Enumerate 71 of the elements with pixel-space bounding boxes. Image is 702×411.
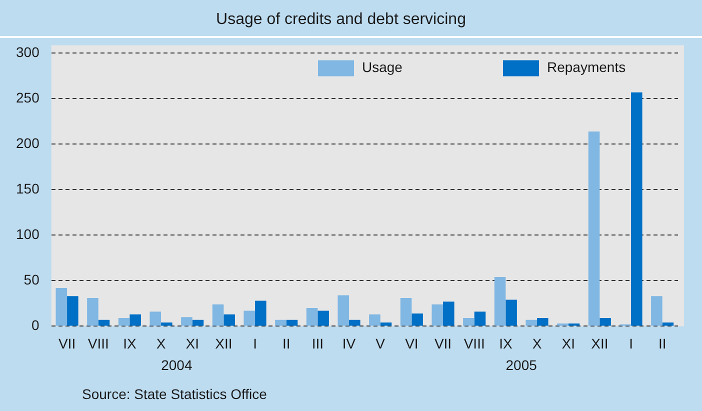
x-tick-label: VII: [58, 335, 76, 352]
y-tick-label: 250: [16, 90, 40, 106]
x-tick-label: IX: [123, 335, 137, 352]
x-tick-label: I: [253, 335, 257, 352]
x-tick-label: XI: [562, 335, 575, 352]
bar: [506, 300, 517, 326]
y-tick-label: 200: [16, 135, 40, 152]
x-tick-label: XII: [215, 335, 232, 352]
bar: [192, 320, 204, 326]
bar: [181, 317, 192, 326]
x-tick-label: XII: [591, 335, 608, 352]
bar: [67, 296, 78, 326]
bar: [588, 131, 600, 326]
legend-label: Usage: [362, 59, 403, 76]
text: 2004: [161, 357, 192, 374]
bar: [494, 277, 506, 326]
x-tick-label: VII: [434, 335, 452, 352]
x-tick-label: I: [629, 335, 633, 352]
bar: [349, 320, 360, 326]
y-tick-label: 100: [16, 226, 40, 242]
bar: [87, 298, 98, 326]
text: 2005: [506, 357, 538, 374]
bar: [275, 320, 286, 326]
x-tick-label: V: [376, 335, 386, 352]
bar: [56, 288, 68, 326]
x-tick-label: VI: [405, 335, 418, 352]
bar: [537, 318, 548, 326]
bar: [432, 304, 444, 326]
y-tick-label: 0: [32, 317, 40, 334]
bar: [244, 310, 256, 326]
bar: [380, 322, 392, 326]
x-tick-label: X: [156, 335, 166, 352]
bar: [212, 304, 224, 326]
bar: [557, 323, 568, 326]
bar: [98, 320, 110, 326]
bar: [443, 302, 454, 326]
bar: [286, 320, 298, 326]
bar: [651, 296, 662, 326]
bar: [118, 318, 130, 326]
x-tick-label: VIII: [464, 335, 485, 352]
bar: [255, 300, 266, 326]
bar: [306, 308, 318, 326]
bar: [161, 322, 172, 326]
x-tick-label: IX: [499, 335, 513, 352]
bar: [474, 312, 486, 326]
x-tick-label: III: [312, 335, 324, 352]
bar: [662, 322, 674, 326]
bar: [526, 320, 538, 326]
x-tick-label: X: [532, 335, 542, 352]
source-note: Source: State Statistics Office: [82, 386, 268, 402]
chart-title: Usage of credits and debt servicing: [216, 11, 466, 28]
bar: [369, 314, 380, 326]
bar: [600, 318, 611, 326]
y-tick-label: 50: [24, 272, 40, 288]
bar: [318, 310, 329, 326]
bar: [400, 298, 412, 326]
x-tick-label: IV: [342, 335, 356, 352]
x-tick-label: VIII: [88, 335, 109, 352]
x-tick-label: II: [658, 335, 666, 352]
bar: [224, 314, 235, 326]
x-tick-label: XI: [186, 335, 199, 352]
y-tick-label: 150: [16, 180, 40, 197]
bar: [412, 313, 423, 326]
bar: [338, 295, 350, 326]
bar: [463, 318, 474, 326]
bar: [631, 92, 642, 326]
legend-label: Repayments: [547, 59, 626, 76]
x-tick-label: II: [282, 335, 290, 352]
y-tick-label: 300: [16, 44, 40, 60]
bar: [150, 312, 162, 326]
bar: [130, 314, 141, 326]
